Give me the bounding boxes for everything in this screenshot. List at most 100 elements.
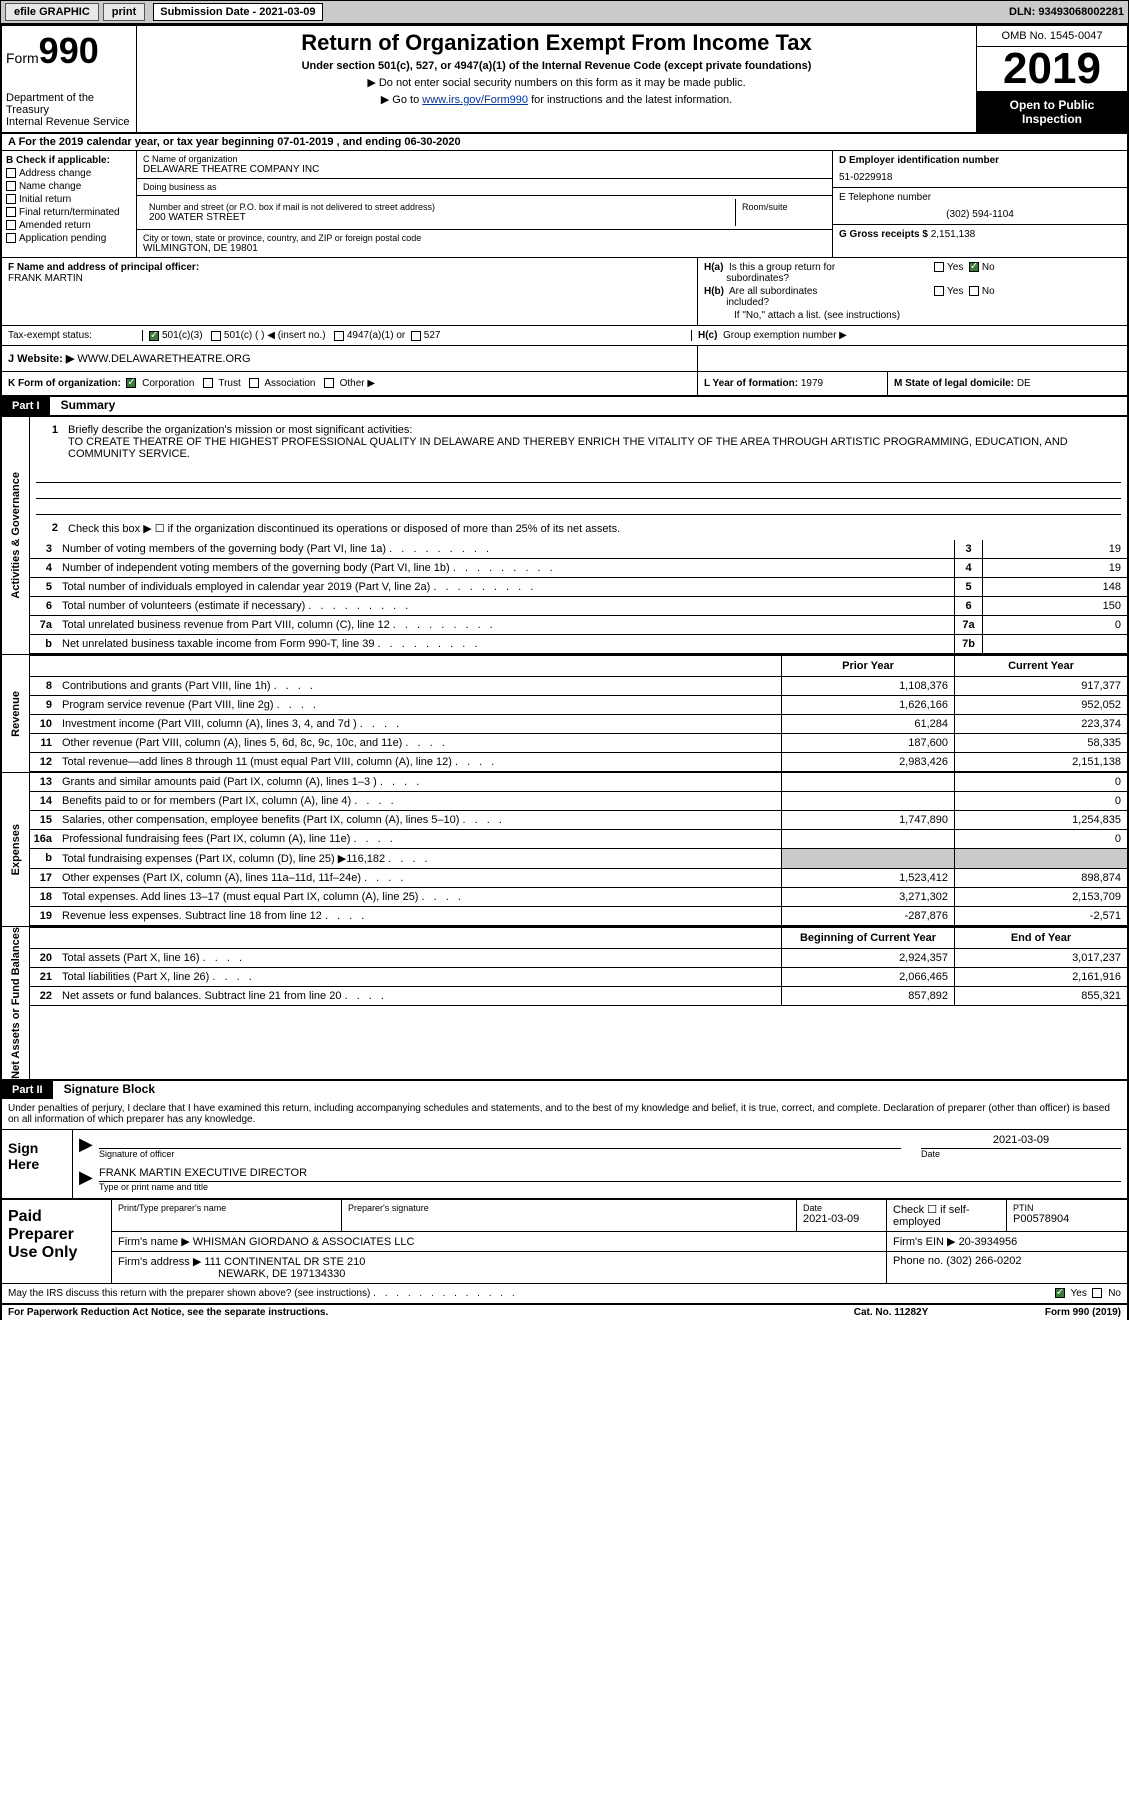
footer-note: For Paperwork Reduction Act Notice, see … bbox=[0, 1305, 1129, 1320]
form-number: 990 bbox=[39, 30, 99, 71]
firm-ein: 20-3934956 bbox=[959, 1236, 1018, 1248]
row-tax-status: Tax-exempt status: 501(c)(3) 501(c) ( ) … bbox=[0, 326, 1129, 346]
table-row: 12Total revenue—add lines 8 through 11 (… bbox=[30, 753, 1127, 772]
mission-line bbox=[36, 469, 1121, 483]
table-row: 17Other expenses (Part IX, column (A), l… bbox=[30, 869, 1127, 888]
form-prefix: Form bbox=[6, 50, 39, 66]
chk-trust[interactable] bbox=[203, 378, 213, 388]
dln-label: DLN: 93493068002281 bbox=[1009, 6, 1124, 18]
hb-no[interactable] bbox=[969, 286, 979, 296]
row-k: K Form of organization: Corporation Trus… bbox=[0, 372, 1129, 397]
chk-501c3[interactable] bbox=[149, 331, 159, 341]
paid-preparer-block: PaidPreparerUse Only Print/Type preparer… bbox=[0, 1200, 1129, 1284]
part1-expenses: Expenses 13Grants and similar amounts pa… bbox=[0, 773, 1129, 927]
part2-title: Signature Block bbox=[56, 1082, 155, 1096]
arrow-note-1: ▶ Do not enter social security numbers o… bbox=[141, 76, 972, 89]
sign-here-block: SignHere ▶ 2021-03-09 Signature of offic… bbox=[0, 1130, 1129, 1200]
irs-discuss-row: May the IRS discuss this return with the… bbox=[0, 1284, 1129, 1305]
chk-501c[interactable] bbox=[211, 331, 221, 341]
vlabel-rev: Revenue bbox=[2, 655, 30, 772]
ein-value: 51-0229918 bbox=[839, 172, 1121, 183]
hb-note: If "No," attach a list. (see instruction… bbox=[734, 310, 1121, 321]
discuss-no[interactable] bbox=[1092, 1288, 1102, 1298]
city-value: WILMINGTON, DE 19801 bbox=[143, 243, 826, 254]
col-f: F Name and address of principal officer:… bbox=[2, 258, 697, 325]
officer-name: FRANK MARTIN bbox=[8, 273, 691, 284]
state-domicile: DE bbox=[1017, 378, 1031, 389]
arrow-note-2: ▶ Go to www.irs.gov/Form990 for instruct… bbox=[141, 93, 972, 106]
c-name-label: C Name of organization bbox=[143, 154, 826, 164]
page-title: Return of Organization Exempt From Incom… bbox=[141, 30, 972, 56]
discuss-yes[interactable] bbox=[1055, 1288, 1065, 1298]
dba-label: Doing business as bbox=[143, 182, 826, 192]
ha-yes[interactable] bbox=[934, 262, 944, 272]
efile-label: efile GRAPHIC bbox=[5, 3, 99, 21]
submission-date: Submission Date - 2021-03-09 bbox=[153, 3, 322, 21]
paid-preparer-label: PaidPreparerUse Only bbox=[2, 1200, 112, 1283]
mission-line bbox=[36, 485, 1121, 499]
chk-amended[interactable] bbox=[6, 220, 16, 230]
city-label: City or town, state or province, country… bbox=[143, 233, 826, 243]
e-label: E Telephone number bbox=[839, 192, 1121, 203]
part1-revenue: Revenue Prior Year Current Year 8Contrib… bbox=[0, 655, 1129, 773]
website-value: WWW.DELAWARETHEATRE.ORG bbox=[77, 353, 250, 365]
chk-pending[interactable] bbox=[6, 233, 16, 243]
hb-yes[interactable] bbox=[934, 286, 944, 296]
part1-netassets: Net Assets or Fund Balances Beginning of… bbox=[0, 927, 1129, 1081]
chk-4947[interactable] bbox=[334, 331, 344, 341]
row-a: A For the 2019 calendar year, or tax yea… bbox=[0, 134, 1129, 151]
chk-corp[interactable] bbox=[126, 378, 136, 388]
table-row: 21Total liabilities (Part X, line 26) . … bbox=[30, 968, 1127, 987]
firm-phone: (302) 266-0202 bbox=[946, 1255, 1021, 1267]
chk-527[interactable] bbox=[411, 331, 421, 341]
sign-here-label: SignHere bbox=[2, 1130, 72, 1198]
table-row: 14Benefits paid to or for members (Part … bbox=[30, 792, 1127, 811]
chk-other[interactable] bbox=[324, 378, 334, 388]
d-label: D Employer identification number bbox=[839, 155, 1121, 166]
col-end-year: End of Year bbox=[954, 928, 1127, 948]
tax-year: 2019 bbox=[977, 47, 1127, 92]
cat-no: Cat. No. 11282Y bbox=[801, 1307, 981, 1318]
table-row: 15Salaries, other compensation, employee… bbox=[30, 811, 1127, 830]
row-j: J Website: ▶ WWW.DELAWARETHEATRE.ORG bbox=[0, 346, 1129, 372]
chk-final[interactable] bbox=[6, 207, 16, 217]
table-row: bTotal fundraising expenses (Part IX, co… bbox=[30, 849, 1127, 869]
table-row: 7aTotal unrelated business revenue from … bbox=[30, 616, 1127, 635]
part1-hdr: Part I bbox=[2, 397, 50, 415]
irs-link[interactable]: www.irs.gov/Form990 bbox=[422, 94, 528, 106]
line2-text: Check this box ▶ ☐ if the organization d… bbox=[64, 519, 1121, 538]
firm-addr1: 111 CONTINENTAL DR STE 210 bbox=[204, 1256, 365, 1268]
ha-no[interactable] bbox=[969, 262, 979, 272]
open-inspection: Open to PublicInspection bbox=[977, 92, 1127, 132]
table-row: 18Total expenses. Add lines 13–17 (must … bbox=[30, 888, 1127, 907]
officer-signature-field[interactable] bbox=[99, 1134, 901, 1149]
table-row: 11Other revenue (Part VIII, column (A), … bbox=[30, 734, 1127, 753]
chk-initial[interactable] bbox=[6, 194, 16, 204]
g-label: G Gross receipts $ bbox=[839, 229, 928, 240]
gross-receipts: 2,151,138 bbox=[931, 229, 976, 240]
vlabel-ag: Activities & Governance bbox=[2, 417, 30, 654]
sig-date: 2021-03-09 bbox=[921, 1134, 1121, 1149]
table-row: bNet unrelated business taxable income f… bbox=[30, 635, 1127, 654]
chk-assoc[interactable] bbox=[249, 378, 259, 388]
chk-name[interactable] bbox=[6, 181, 16, 191]
print-button[interactable]: print bbox=[103, 3, 145, 21]
arrow-icon: ▶ bbox=[79, 1167, 99, 1192]
part2-header-row: Part II Signature Block bbox=[0, 1081, 1129, 1099]
table-row: 10Investment income (Part VIII, column (… bbox=[30, 715, 1127, 734]
firm-addr2: NEWARK, DE 197134330 bbox=[218, 1268, 345, 1280]
table-row: 22Net assets or fund balances. Subtract … bbox=[30, 987, 1127, 1006]
form-no: Form 990 (2019) bbox=[981, 1307, 1121, 1318]
section-bcg: B Check if applicable: Address change Na… bbox=[0, 151, 1129, 258]
col-cd: C Name of organization DELAWARE THEATRE … bbox=[137, 151, 832, 257]
part1-title: Summary bbox=[53, 398, 116, 412]
table-row: 19Revenue less expenses. Subtract line 1… bbox=[30, 907, 1127, 926]
room-label: Room/suite bbox=[742, 202, 820, 212]
addr-label: Number and street (or P.O. box if mail i… bbox=[149, 202, 729, 212]
chk-address[interactable] bbox=[6, 168, 16, 178]
table-row: 8Contributions and grants (Part VIII, li… bbox=[30, 677, 1127, 696]
f-label: F Name and address of principal officer: bbox=[8, 262, 691, 273]
section-fh: F Name and address of principal officer:… bbox=[0, 258, 1129, 326]
table-row: 16aProfessional fundraising fees (Part I… bbox=[30, 830, 1127, 849]
firm-name: WHISMAN GIORDANO & ASSOCIATES LLC bbox=[193, 1236, 415, 1248]
